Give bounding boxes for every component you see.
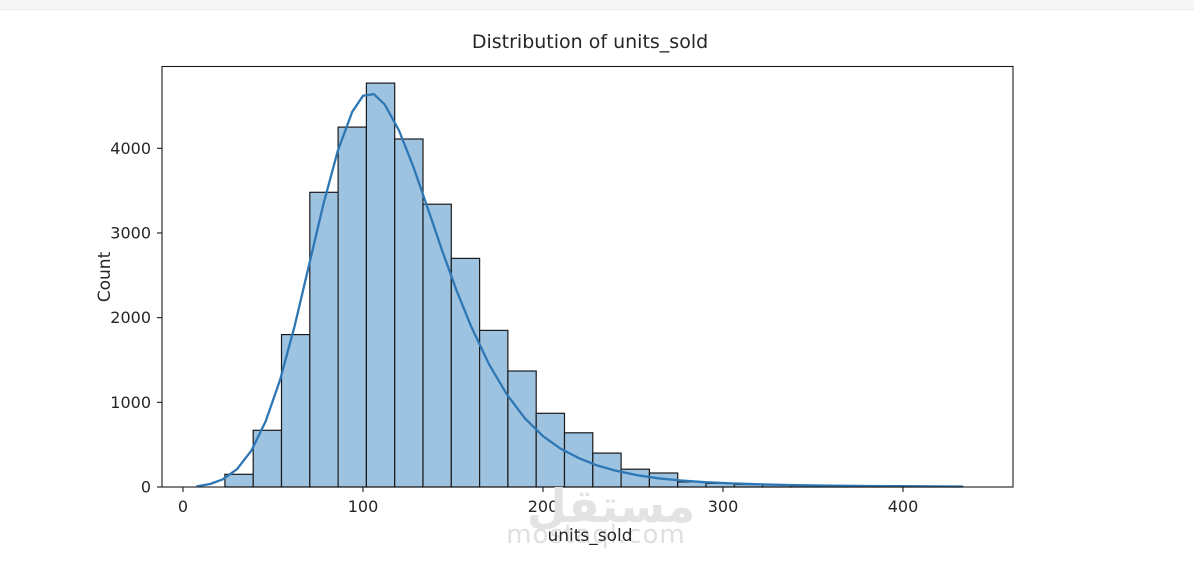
histogram-bar bbox=[366, 83, 394, 487]
y-tick-label: 1000 bbox=[110, 393, 151, 412]
x-tick-label: 100 bbox=[348, 497, 379, 516]
y-tick-label: 3000 bbox=[110, 223, 151, 242]
y-tick-label: 2000 bbox=[110, 308, 151, 327]
y-tick-label: 0 bbox=[141, 478, 151, 497]
y-axis-label: Count bbox=[95, 251, 115, 302]
histogram-bar bbox=[536, 413, 564, 487]
histogram-bar bbox=[508, 371, 536, 487]
histogram-bar bbox=[423, 204, 451, 487]
x-axis-label: units_sold bbox=[547, 526, 632, 546]
x-tick-label: 400 bbox=[888, 497, 919, 516]
histogram-bar bbox=[225, 474, 253, 487]
histogram-bar bbox=[451, 258, 479, 487]
histogram-bar bbox=[310, 192, 338, 487]
chart-title: Distribution of units_sold bbox=[472, 31, 708, 53]
y-tick-label: 4000 bbox=[110, 139, 151, 158]
histogram-bar bbox=[338, 127, 366, 487]
top-strip bbox=[0, 0, 1194, 10]
histogram-bar bbox=[395, 139, 423, 487]
x-tick-label: 0 bbox=[178, 497, 188, 516]
x-tick-label: 300 bbox=[708, 497, 739, 516]
